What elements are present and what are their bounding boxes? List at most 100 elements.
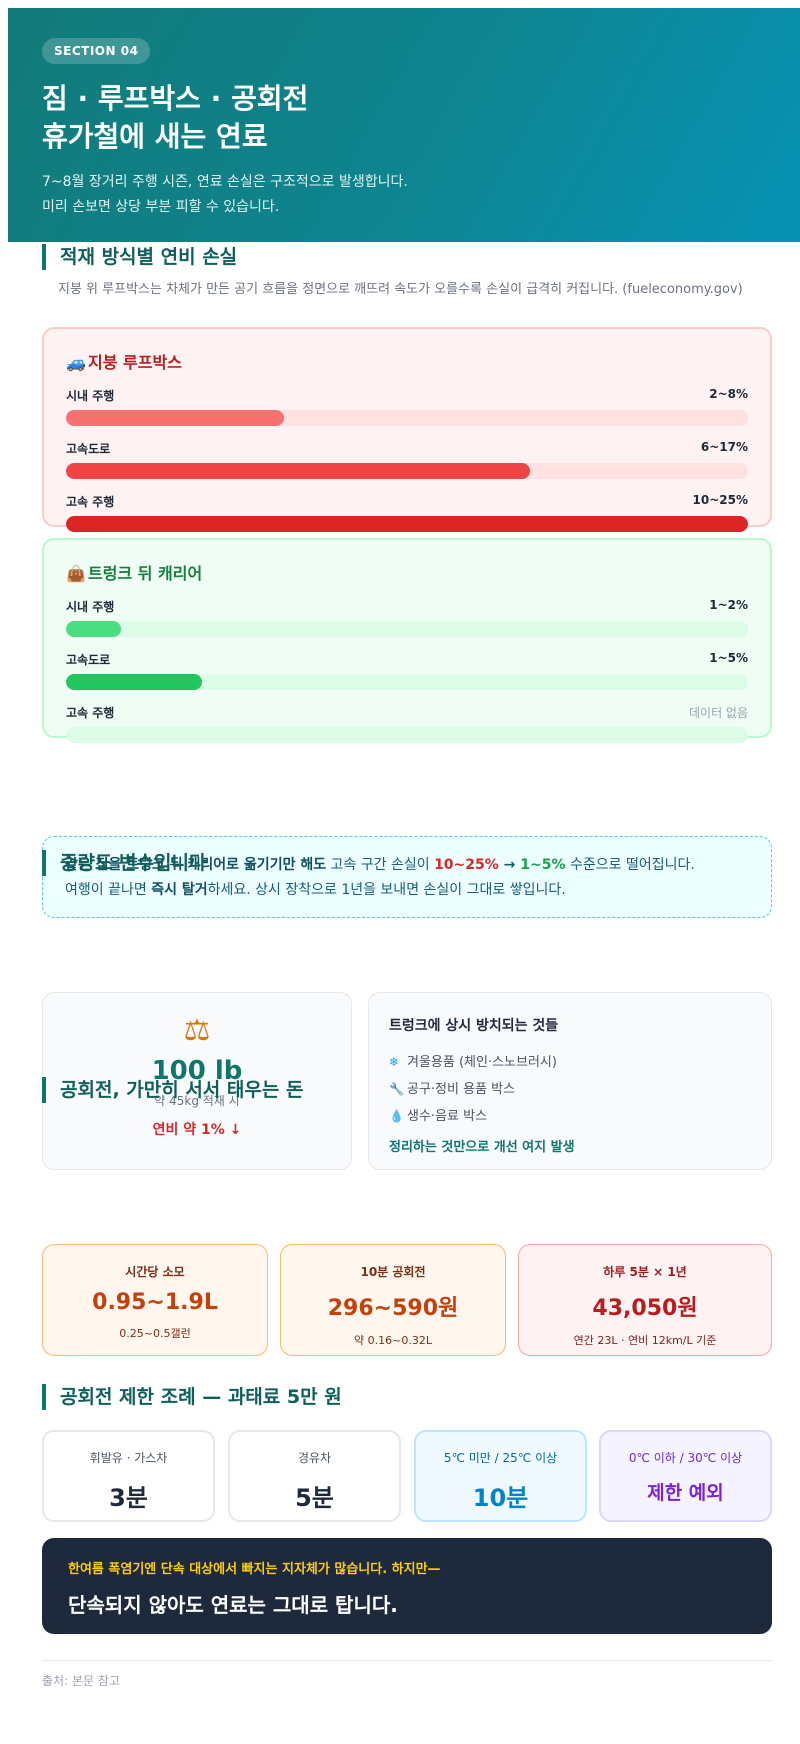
roofbox-card: 🚙 지붕 루프박스 시내 주행 2~8% 고속도로 6~17% 고속 주행 10~25% (42, 327, 772, 532)
rules-section-heading: 공회전 제한 조례 — 과태료 5만 원 (42, 1384, 772, 1410)
rule-value: 5분 (295, 1484, 334, 1512)
banner-lead: 한여름 폭염기엔 단속 대상에서 빠지는 지자체가 많습니다. 하지만— (68, 1562, 441, 1577)
rule-label: 휘발유 · 가스차 (89, 1451, 168, 1465)
rule-card: 0℃ 이하 / 30℃ 이상 제한 예외 (599, 1430, 772, 1522)
hero-header: SECTION 04 짐 · 루프박스 · 공회전 휴가철에 새는 연료 7~8… (8, 8, 800, 242)
bar-value: 1~5% (709, 651, 748, 665)
bar-fill (66, 463, 530, 479)
stat-value: 0.95~1.9L (92, 1290, 218, 1315)
bar-fill (66, 410, 285, 426)
bar-value: 2~8% (709, 387, 748, 401)
bar-label: 고속도로 (66, 653, 111, 667)
card-title-label: 지붕 루프박스 (88, 353, 182, 372)
rule-card: 휘발유 · 가스차 3분 (42, 1430, 215, 1522)
wrench-icon: 🔧 (389, 1082, 404, 1096)
idle-stat-card: 하루 5분 × 1년 43,050원 연간 23L · 연비 12km/L 기준 (518, 1244, 772, 1356)
closing-banner: 한여름 폭염기엔 단속 대상에서 빠지는 지자체가 많습니다. 하지만— 단속되… (42, 1538, 772, 1634)
load-section-heading: 적재 방식별 연비 손실 지붕 위 루프박스는 차체가 만든 공기 흐름을 정면… (42, 244, 772, 300)
trunk-items-card: 트렁크에 상시 방치되는 것들 ❄ 겨울용품 (체인·스노브러시) 🔧 공구·정비 … (368, 992, 772, 1170)
page-title: 짐 · 루프박스 · 공회전 휴가철에 새는 연료 (42, 80, 766, 156)
rule-value: 제한 예외 (647, 1482, 724, 1504)
bar-row-header: 고속도로 1~5% (66, 651, 748, 669)
idle-stat-card: 시간당 소모 0.95~1.9L 0.25~0.5갤런 (42, 1244, 268, 1356)
section-subtitle: 지붕 위 루프박스는 차체가 만든 공기 흐름을 정면으로 깨뜨려 속도가 오를… (58, 282, 743, 297)
bar-row: 고속 주행 10~25% (66, 493, 748, 532)
scale-icon: ⚖ (183, 1013, 211, 1048)
stat-value: 43,050원 (592, 1296, 698, 1321)
bar-row-header: 고속 주행 데이터 없음 (66, 704, 748, 722)
section-title: 적재 방식별 연비 손실 (42, 244, 772, 270)
bar-row-header: 시내 주행 2~8% (66, 387, 748, 405)
water-drop-icon: 💧 (389, 1109, 404, 1123)
bar-fill (66, 674, 203, 690)
section-title: 공회전, 가만히 서서 태우는 돈 (42, 1077, 772, 1103)
list-item: 🔧 공구·정비 용품 박스 (389, 1076, 751, 1103)
rule-value: 3분 (109, 1484, 148, 1512)
section-title: 공회전 제한 조례 — 과태료 5만 원 (42, 1384, 772, 1410)
card-title: 👜 트렁크 뒤 캐리어 (66, 560, 748, 584)
stat-value: 296~590원 (327, 1296, 459, 1321)
weight-stat-card: ⚖ 100 lb 약 45kg 적재 시 연비 약 1% ↓ (42, 992, 352, 1170)
rule-label: 0℃ 이하 / 30℃ 이상 (628, 1451, 743, 1465)
trunk-items-list: ❄ 겨울용품 (체인·스노브러시) 🔧 공구·정비 용품 박스 💧 생수·음료 박스 (389, 1049, 751, 1130)
rule-value: 10분 (472, 1484, 529, 1512)
luggage-icon: 👜 (66, 564, 86, 583)
bar-row-header: 시내 주행 1~2% (66, 598, 748, 616)
stat-label: 10분 공회전 (360, 1265, 426, 1279)
bar-row: 시내 주행 1~2% (66, 598, 748, 637)
note-line-2: 여행이 끝나면 즉시 탈거하세요. 상시 장착으로 1년을 보내면 손실이 그대… (65, 881, 566, 898)
stat-label: 하루 5분 × 1년 (603, 1265, 687, 1279)
bar-track (66, 516, 748, 532)
desc-line-2: 미리 손보면 상당 부분 피할 수 있습니다. (42, 198, 280, 215)
weight-value: 100 lb (151, 1056, 243, 1086)
snowflake-icon: ❄ (389, 1055, 400, 1069)
list-item: 💧 생수·음료 박스 (389, 1103, 751, 1130)
bar-value: 1~2% (709, 598, 748, 612)
divider (42, 1660, 772, 1661)
bar-row: 고속도로 6~17% (66, 440, 748, 479)
bar-track (66, 727, 748, 743)
bar-row-header: 고속도로 6~17% (66, 440, 748, 458)
idle-stat-card: 10분 공회전 296~590원 약 0.16~0.32L (280, 1244, 506, 1356)
bar-list: 시내 주행 1~2% 고속도로 1~5% 고속 주행 데이터 없음 (66, 598, 748, 743)
bar-track (66, 463, 748, 479)
bar-row: 고속도로 1~5% (66, 651, 748, 690)
list-item: ❄ 겨울용품 (체인·스노브러시) (389, 1049, 751, 1076)
stat-sub: 연간 23L · 연비 12km/L 기준 (573, 1334, 717, 1347)
desc-line-1: 7~8월 장거리 주행 시즌, 연료 손실은 구조적으로 발생합니다. (42, 174, 408, 191)
stat-label: 시간당 소모 (125, 1265, 185, 1279)
bar-list: 시내 주행 2~8% 고속도로 6~17% 고속 주행 10~25% (66, 387, 748, 532)
bar-row: 시내 주행 2~8% (66, 387, 748, 426)
bar-track (66, 410, 748, 426)
bar-label: 고속 주행 (66, 706, 115, 720)
stat-sub: 0.25~0.5갤런 (119, 1327, 191, 1340)
bar-value: 6~17% (700, 440, 748, 454)
bar-row: 고속 주행 데이터 없음 (66, 704, 748, 743)
bar-track (66, 674, 748, 690)
bar-value: 10~25% (692, 493, 748, 507)
bar-row-header: 고속 주행 10~25% (66, 493, 748, 511)
stat-sub: 약 0.16~0.32L (354, 1334, 432, 1347)
title-line-2: 휴가철에 새는 연료 (42, 120, 268, 154)
card-title: 🚙 지붕 루프박스 (66, 349, 748, 373)
bar-value: 데이터 없음 (688, 706, 748, 720)
tip-note: 같은 짐을 트렁크 뒤 캐리어로 옮기기만 해도 고속 구간 손실이 10~25… (42, 836, 772, 918)
car-icon: 🚙 (66, 353, 86, 372)
bar-track (66, 621, 748, 637)
title-line-1: 짐 · 루프박스 · 공회전 (42, 82, 309, 115)
carrier-card: 👜 트렁크 뒤 캐리어 시내 주행 1~2% 고속도로 1~5% 고속 주행 데이터 없음 (42, 538, 772, 743)
rule-card: 경유차 5분 (228, 1430, 401, 1522)
efficiency-drop: 연비 약 1% ↓ (152, 1122, 242, 1138)
bar-fill (66, 516, 748, 532)
trunk-items-footnote: 정리하는 것만으로 개선 여지 발생 (389, 1140, 575, 1155)
weight-sub: 약 45kg 적재 시 (154, 1094, 240, 1108)
rule-label: 경유차 (297, 1451, 332, 1465)
trunk-items-title: 트렁크에 상시 방치되는 것들 (389, 1018, 559, 1034)
banner-headline: 단속되지 않아도 연료는 그대로 탑니다. (68, 1593, 398, 1617)
section-badge: SECTION 04 (42, 38, 151, 64)
bar-label: 고속도로 (66, 442, 111, 456)
bar-label: 시내 주행 (66, 389, 115, 403)
card-title-label: 트렁크 뒤 캐리어 (88, 564, 203, 583)
source-note: 출처: 본문 참고 (42, 1674, 120, 1688)
